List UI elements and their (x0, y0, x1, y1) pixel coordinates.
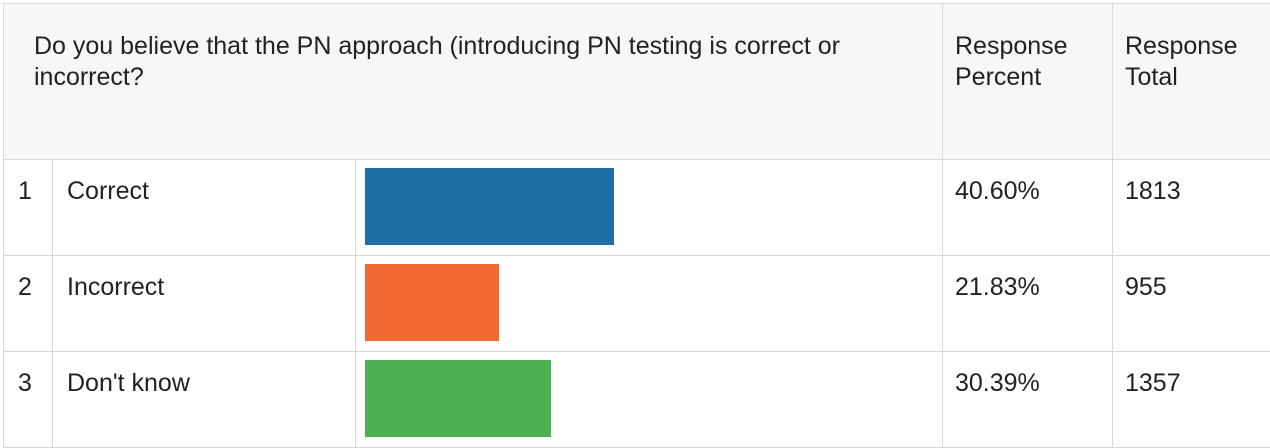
survey-table-wrap: Do you believe that the PN approach (int… (3, 3, 1270, 448)
row-percent: 21.83% (943, 256, 1113, 352)
survey-table: Do you believe that the PN approach (int… (3, 3, 1270, 448)
bar-cell (356, 256, 943, 352)
row-index: 2 (4, 256, 53, 352)
header-row: Do you believe that the PN approach (int… (4, 4, 1270, 160)
header-total: Response Total (1113, 4, 1270, 160)
bar (365, 360, 551, 437)
row-total: 1813 (1113, 160, 1270, 256)
question: Do you believe that the PN approach (int… (4, 4, 943, 160)
bar (365, 264, 499, 341)
page: Do you believe that the PN approach (int… (0, 0, 1270, 430)
row-label: Correct (53, 160, 356, 256)
row-total: 1357 (1113, 352, 1270, 448)
row-label: Don't know (53, 352, 356, 448)
row-index: 3 (4, 352, 53, 448)
row-total: 955 (1113, 256, 1270, 352)
row-label: Incorrect (53, 256, 356, 352)
row-percent: 30.39% (943, 352, 1113, 448)
bar-cell (356, 352, 943, 448)
row-index: 1 (4, 160, 53, 256)
bar-cell (356, 160, 943, 256)
table-header: Do you believe that the PN approach (int… (4, 4, 1270, 160)
bar (365, 168, 614, 245)
header-percent: Response Percent (943, 4, 1113, 160)
row-percent: 40.60% (943, 160, 1113, 256)
